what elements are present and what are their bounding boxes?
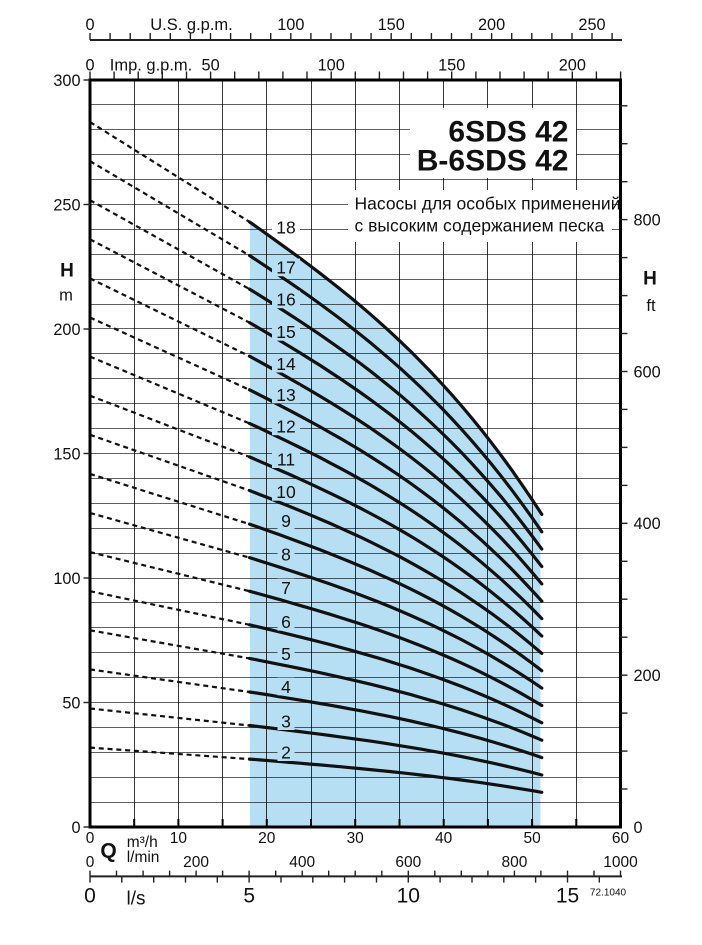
svg-text:ft: ft [646, 297, 656, 315]
svg-text:5: 5 [243, 885, 255, 908]
svg-text:9: 9 [281, 511, 291, 531]
svg-text:15: 15 [276, 322, 295, 342]
svg-text:200: 200 [183, 854, 209, 871]
svg-text:200: 200 [634, 667, 661, 685]
svg-text:Насосы для особых применений: Насосы для особых применений [355, 194, 621, 214]
svg-text:20: 20 [258, 830, 276, 847]
svg-text:0: 0 [86, 854, 95, 871]
svg-text:0: 0 [634, 819, 643, 837]
svg-text:8: 8 [281, 544, 291, 564]
svg-text:13: 13 [276, 385, 295, 405]
svg-text:72.1040: 72.1040 [590, 888, 627, 899]
svg-text:100: 100 [318, 57, 345, 75]
svg-text:100: 100 [53, 570, 80, 588]
svg-text:0: 0 [71, 819, 80, 837]
svg-text:m: m [59, 287, 73, 305]
svg-text:Q: Q [100, 839, 116, 862]
svg-text:16: 16 [276, 290, 295, 310]
svg-text:17: 17 [276, 258, 295, 278]
svg-text:800: 800 [634, 212, 661, 230]
svg-text:18: 18 [276, 218, 295, 238]
svg-text:0: 0 [84, 885, 96, 908]
svg-text:200: 200 [559, 57, 586, 75]
svg-text:150: 150 [378, 16, 405, 34]
svg-text:0: 0 [85, 16, 94, 34]
svg-text:200: 200 [53, 321, 80, 339]
svg-text:60: 60 [612, 830, 630, 847]
svg-text:2: 2 [281, 743, 291, 763]
svg-text:1000: 1000 [603, 854, 638, 871]
svg-text:3: 3 [281, 712, 291, 732]
svg-text:6: 6 [281, 612, 291, 632]
svg-text:H: H [60, 260, 74, 281]
svg-text:50: 50 [523, 830, 541, 847]
svg-text:150: 150 [53, 445, 80, 463]
svg-text:600: 600 [395, 854, 421, 871]
svg-text:12: 12 [276, 417, 295, 437]
svg-text:5: 5 [281, 644, 291, 664]
svg-text:l/min: l/min [127, 849, 160, 866]
svg-text:250: 250 [53, 196, 80, 214]
svg-text:11: 11 [277, 450, 295, 470]
svg-text:Imp. g.p.m.: Imp. g.p.m. [110, 57, 193, 75]
svg-text:10: 10 [397, 885, 420, 908]
svg-text:4: 4 [281, 677, 291, 697]
svg-text:B-6SDS 42: B-6SDS 42 [417, 145, 569, 178]
svg-text:10: 10 [170, 830, 188, 847]
svg-text:40: 40 [435, 830, 453, 847]
svg-text:l/s: l/s [127, 889, 146, 910]
svg-text:200: 200 [478, 16, 505, 34]
svg-text:U.S. g.p.m.: U.S. g.p.m. [150, 16, 233, 34]
svg-text:с высоким содержанием песка: с высоким содержанием песка [355, 216, 605, 236]
svg-text:0: 0 [86, 830, 95, 847]
svg-text:800: 800 [501, 854, 527, 871]
svg-text:250: 250 [578, 16, 605, 34]
svg-text:0: 0 [85, 57, 94, 75]
svg-text:100: 100 [277, 16, 304, 34]
svg-text:300: 300 [53, 72, 80, 90]
svg-text:15: 15 [556, 885, 579, 908]
svg-text:7: 7 [281, 578, 291, 598]
svg-text:6SDS 42: 6SDS 42 [448, 116, 568, 149]
svg-text:30: 30 [347, 830, 365, 847]
svg-text:400: 400 [289, 854, 315, 871]
svg-text:400: 400 [634, 515, 661, 533]
svg-text:10: 10 [276, 482, 296, 502]
svg-text:14: 14 [276, 354, 296, 374]
svg-text:600: 600 [634, 363, 661, 381]
svg-text:H: H [643, 269, 657, 290]
svg-text:m³/h: m³/h [127, 834, 158, 851]
svg-text:150: 150 [438, 57, 465, 75]
svg-text:50: 50 [202, 57, 220, 75]
svg-text:50: 50 [62, 694, 80, 712]
